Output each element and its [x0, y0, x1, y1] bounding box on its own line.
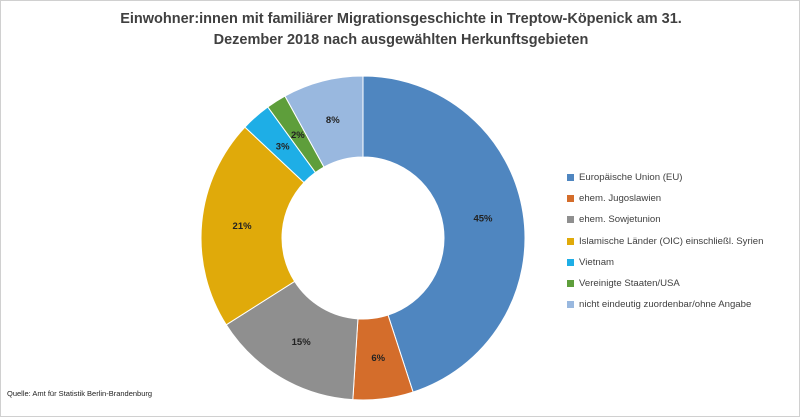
legend-item-4: Vietnam	[567, 252, 797, 273]
source-note: Quelle: Amt für Statistik Berlin-Branden…	[7, 389, 153, 398]
legend-swatch-3	[567, 237, 574, 245]
legend-swatch-1	[567, 195, 574, 203]
legend-label-0: Europäische Union (EU)	[579, 172, 683, 184]
legend-swatch-5	[567, 280, 574, 288]
slice-label-2: 15%	[292, 337, 312, 348]
slice-6	[284, 75, 364, 168]
legend-label-4: Vietnam	[579, 256, 615, 268]
slice-3	[200, 126, 305, 326]
legend-swatch-0	[567, 174, 574, 182]
legend-item-5: Vereinigte Staaten/USA	[567, 273, 797, 294]
slice-label-1: 6%	[371, 353, 385, 364]
legend-swatch-6	[567, 301, 574, 309]
slice-label-5: 2%	[291, 130, 305, 141]
legend-item-2: ehem. Sowjetunion	[567, 209, 797, 230]
slice-label-0: 45%	[473, 214, 493, 225]
legend-item-1: ehem. Jugoslawien	[567, 188, 797, 209]
slice-0	[362, 75, 526, 393]
legend-item-6: nicht eindeutig zuordenbar/ohne Angabe	[567, 294, 797, 315]
legend-label-1: ehem. Jugoslawien	[579, 193, 662, 205]
legend-label-3: Islamische Länder (OIC) einschließl. Syr…	[579, 235, 764, 247]
legend-swatch-2	[567, 216, 574, 224]
slice-label-6: 8%	[326, 115, 340, 126]
legend-label-5: Vereinigte Staaten/USA	[579, 278, 680, 290]
legend-swatch-4	[567, 258, 574, 266]
legend: Europäische Union (EU) ehem. Jugoslawien e…	[567, 167, 797, 315]
legend-item-0: Europäische Union (EU)	[567, 167, 797, 188]
slice-label-4: 3%	[276, 141, 290, 152]
chart-title: Einwohner:innen mit familiärer Migration…	[120, 11, 682, 48]
legend-item-3: Islamische Länder (OIC) einschließl. Syr…	[567, 231, 797, 252]
slice-label-3: 21%	[233, 221, 253, 232]
legend-label-6: nicht eindeutig zuordenbar/ohne Angabe	[579, 299, 752, 311]
legend-label-2: ehem. Sowjetunion	[579, 214, 661, 226]
